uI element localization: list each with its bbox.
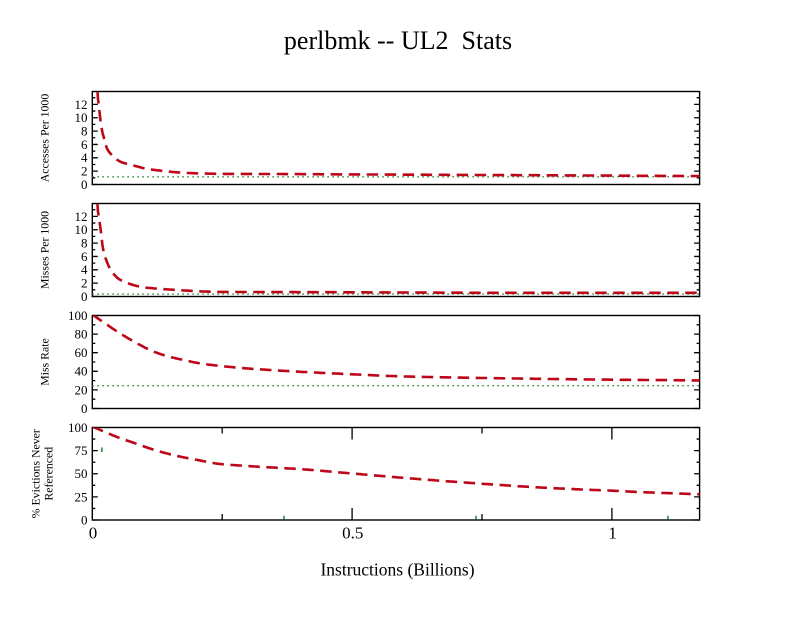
- svg-text:% Evictions Never: % Evictions Never: [29, 429, 43, 518]
- svg-text:50: 50: [75, 466, 88, 481]
- svg-text:0: 0: [81, 177, 88, 192]
- svg-text:6: 6: [81, 137, 88, 152]
- svg-text:Referenced: Referenced: [42, 447, 56, 501]
- svg-text:1: 1: [608, 524, 617, 543]
- svg-text:6: 6: [81, 249, 88, 264]
- svg-text:Instructions (Billions): Instructions (Billions): [320, 559, 474, 579]
- svg-text:2: 2: [81, 276, 88, 291]
- svg-text:80: 80: [75, 327, 88, 342]
- svg-text:100: 100: [68, 308, 88, 323]
- svg-text:2: 2: [81, 164, 88, 179]
- svg-text:10: 10: [75, 222, 88, 237]
- svg-text:Miss Rate: Miss Rate: [38, 338, 52, 386]
- svg-text:4: 4: [81, 262, 88, 277]
- svg-text:100: 100: [68, 420, 88, 435]
- svg-text:40: 40: [75, 364, 88, 379]
- svg-text:4: 4: [81, 150, 88, 165]
- svg-text:60: 60: [75, 345, 88, 360]
- svg-text:0: 0: [81, 512, 88, 527]
- svg-text:25: 25: [75, 489, 88, 504]
- svg-text:75: 75: [75, 443, 88, 458]
- svg-text:0: 0: [81, 401, 88, 416]
- svg-text:perlbmk -- UL2 Stats: perlbmk -- UL2 Stats: [284, 26, 512, 55]
- svg-text:0.5: 0.5: [342, 524, 363, 543]
- svg-text:0: 0: [81, 289, 88, 304]
- svg-text:12: 12: [75, 97, 88, 112]
- svg-text:20: 20: [75, 382, 88, 397]
- svg-text:12: 12: [75, 209, 88, 224]
- svg-text:Accesses Per 1000: Accesses Per 1000: [38, 94, 52, 183]
- svg-text:0: 0: [89, 524, 98, 543]
- svg-text:8: 8: [81, 123, 88, 138]
- svg-text:10: 10: [75, 110, 88, 125]
- svg-text:8: 8: [81, 235, 88, 250]
- svg-text:Misses Per 1000: Misses Per 1000: [38, 211, 52, 289]
